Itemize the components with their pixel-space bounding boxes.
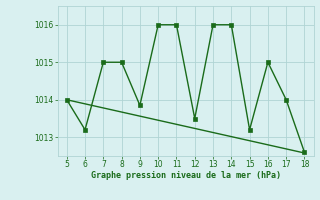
X-axis label: Graphe pression niveau de la mer (hPa): Graphe pression niveau de la mer (hPa)	[91, 171, 281, 180]
